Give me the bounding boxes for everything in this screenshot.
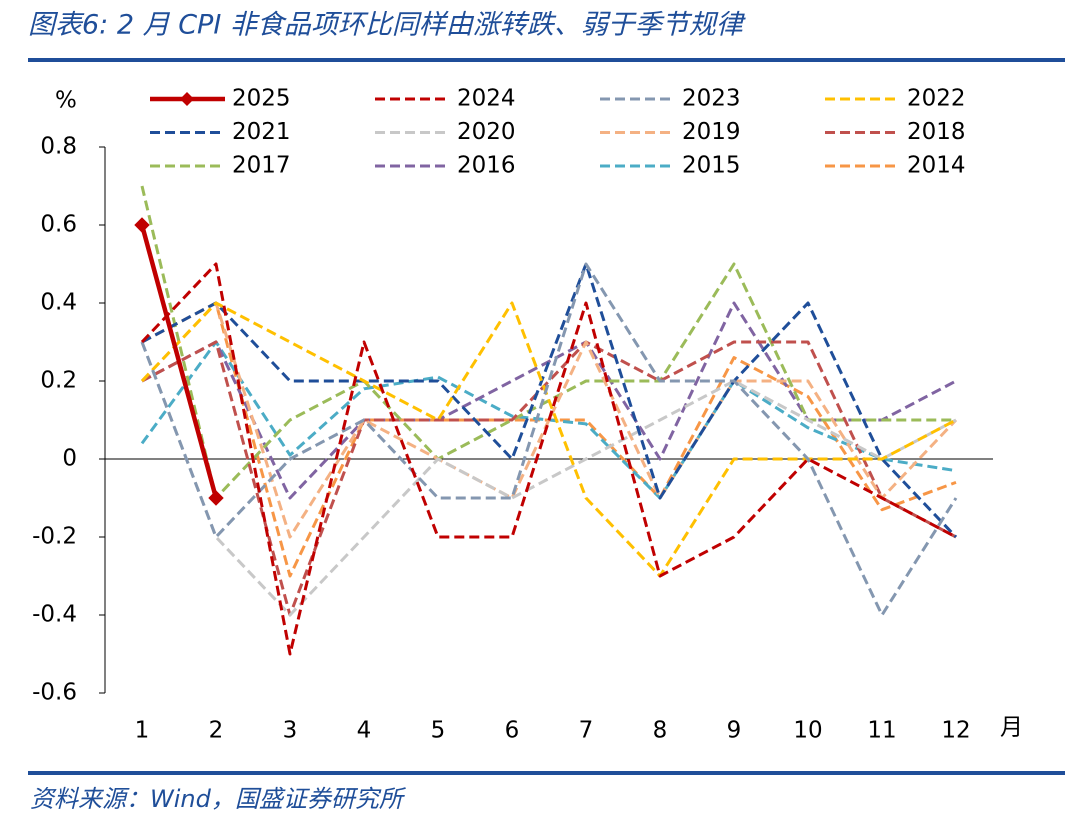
- legend-item: 2016: [375, 153, 516, 179]
- legend-label: 2022: [907, 86, 966, 112]
- legend-label: 2018: [907, 119, 966, 145]
- x-tick-label: 1: [135, 718, 150, 744]
- legend-item: 2022: [825, 86, 966, 112]
- legend-item: 2019: [600, 119, 741, 145]
- series-line: [140, 301, 957, 578]
- legend-label: 2025: [232, 86, 291, 112]
- x-tick-label: 8: [653, 718, 668, 744]
- series-line: [140, 301, 958, 539]
- legend-label: 2017: [232, 153, 291, 179]
- legend-item: 2020: [375, 119, 516, 145]
- legend-item: 2024: [375, 86, 516, 112]
- x-unit: 月: [1000, 715, 1023, 741]
- source: 资料来源：Wind，国盛证券研究所: [30, 785, 407, 813]
- legend-label: 2019: [682, 119, 741, 145]
- series-line: [141, 301, 957, 500]
- legend-item: 2025: [150, 86, 291, 112]
- legend-label: 2014: [907, 153, 966, 179]
- x-tick-label: 11: [867, 718, 896, 744]
- x-tick-label: 7: [579, 718, 594, 744]
- x-tick-label: 6: [505, 718, 520, 744]
- legend-item: 2018: [825, 119, 966, 145]
- legend-label: 2020: [457, 119, 516, 145]
- y-tick-label: 0.2: [40, 368, 77, 394]
- x-tick-label: 12: [941, 718, 970, 744]
- legend-item: 2014: [825, 153, 966, 179]
- y-tick-label: 0: [62, 446, 77, 472]
- series-line: [140, 262, 958, 617]
- legend-item: 2021: [150, 119, 291, 145]
- legend-item: 2023: [600, 86, 741, 112]
- y-tick-label: -0.6: [32, 680, 77, 706]
- x-tick-label: 10: [793, 718, 822, 744]
- chart-title: 图表6: 2 月 CPI 非食品项环比同样由涨转跌、弱于季节规律: [28, 10, 746, 41]
- y-tick-label: 0.8: [40, 134, 77, 160]
- legend-label: 2021: [232, 119, 291, 145]
- series-line: [141, 262, 958, 539]
- y-unit: %: [55, 88, 77, 114]
- x-tick-label: 9: [727, 718, 742, 744]
- series-line: [139, 224, 219, 499]
- legend-item: 2015: [600, 153, 741, 179]
- legend-label: 2015: [682, 153, 741, 179]
- series-marker: [208, 490, 224, 506]
- legend-label: 2024: [457, 86, 516, 112]
- series-marker: [134, 217, 150, 233]
- x-tick-label: 3: [283, 718, 298, 744]
- title-rule: [28, 58, 1065, 62]
- legend-marker: [180, 92, 194, 106]
- source-rule: [28, 771, 1065, 775]
- y-tick-label: 0.6: [40, 212, 77, 238]
- x-tick-label: 5: [431, 718, 446, 744]
- x-tick-label: 2: [209, 718, 224, 744]
- series-line: [140, 262, 957, 656]
- y-tick-label: -0.2: [32, 524, 77, 550]
- legend-label: 2023: [682, 86, 741, 112]
- y-tick-label: 0.4: [40, 290, 77, 316]
- legend-item: 2017: [150, 153, 291, 179]
- y-tick-label: -0.4: [32, 602, 77, 628]
- series-line: [140, 341, 957, 617]
- x-tick-label: 4: [357, 718, 372, 744]
- legend-label: 2016: [457, 153, 516, 179]
- series-line: [141, 340, 957, 617]
